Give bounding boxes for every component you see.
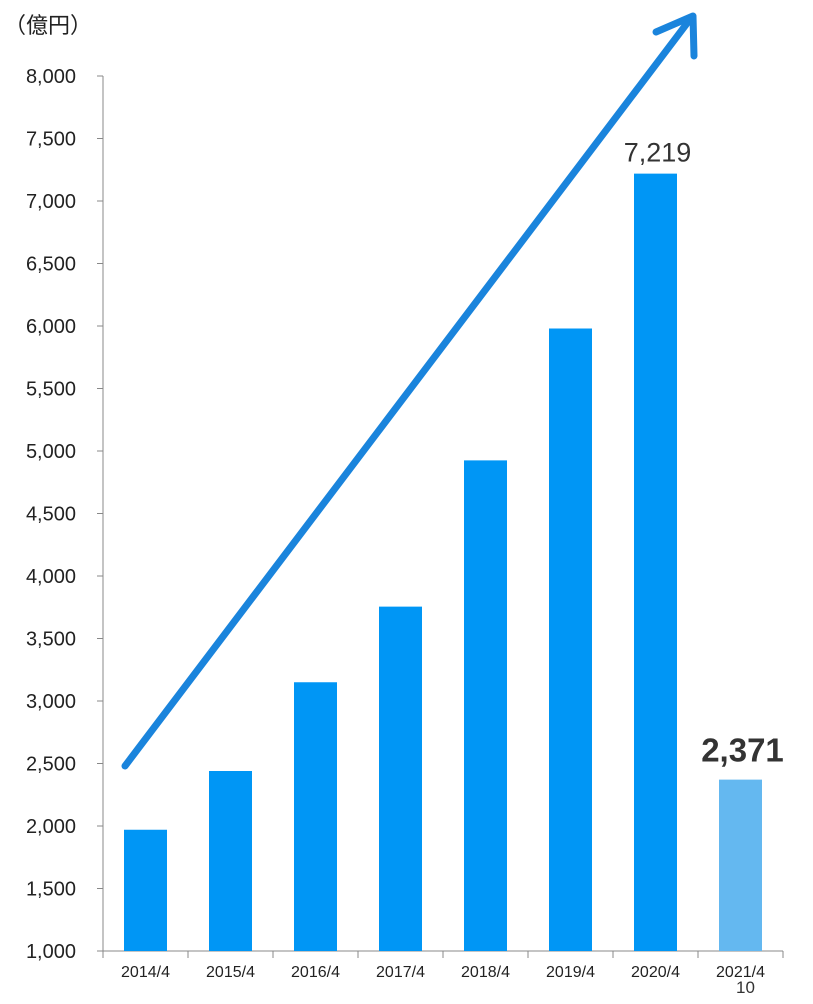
trend-arrow-shaft <box>121 18 692 770</box>
y-tick-label: 5,500 <box>26 379 76 401</box>
bar-2018-4 <box>464 460 507 951</box>
y-tick-label: 6,500 <box>26 254 76 276</box>
y-tick-label: 8,000 <box>26 66 76 88</box>
y-tick-label: 1,500 <box>26 879 76 901</box>
data-label-2021-4: 2,371 <box>701 732 784 769</box>
x-tick-label: 2014/4 <box>121 964 170 981</box>
bar-2014-4 <box>124 829 167 951</box>
x-tick-label: 2019/4 <box>546 964 595 981</box>
page-number: 10 <box>736 978 755 997</box>
trend-arrow-head <box>652 12 698 60</box>
x-tick-label: 2016/4 <box>291 964 340 981</box>
x-tick-label: 2015/4 <box>206 964 255 981</box>
y-axis-unit-label: （億円） <box>4 14 93 39</box>
y-tick-label: 2,000 <box>26 816 76 838</box>
y-tick-label: 3,500 <box>26 629 76 651</box>
bar-2016-4 <box>294 682 337 951</box>
y-tick-label: 7,000 <box>26 191 76 213</box>
x-tick-label: 2017/4 <box>376 964 425 981</box>
bar-2019-4 <box>549 328 592 951</box>
bar-2020-4 <box>634 173 677 951</box>
x-tick-label: 2020/4 <box>631 964 680 981</box>
y-tick-label: 7,500 <box>26 129 76 151</box>
x-tick-label: 2018/4 <box>461 964 510 981</box>
x-tick-label: 2021/4 <box>716 964 765 981</box>
y-tick-label: 1,000 <box>26 941 76 963</box>
bar-2021-4 <box>719 779 762 951</box>
y-tick-label: 4,500 <box>26 504 76 526</box>
y-tick-label: 6,000 <box>26 316 76 338</box>
y-tick-label: 5,000 <box>26 441 76 463</box>
bar-2015-4 <box>209 771 252 951</box>
bar-2017-4 <box>379 606 422 951</box>
y-tick-label: 4,000 <box>26 566 76 588</box>
y-tick-label: 2,500 <box>26 754 76 776</box>
data-label-2020-4: 7,219 <box>624 138 692 168</box>
y-tick-label: 3,000 <box>26 691 76 713</box>
